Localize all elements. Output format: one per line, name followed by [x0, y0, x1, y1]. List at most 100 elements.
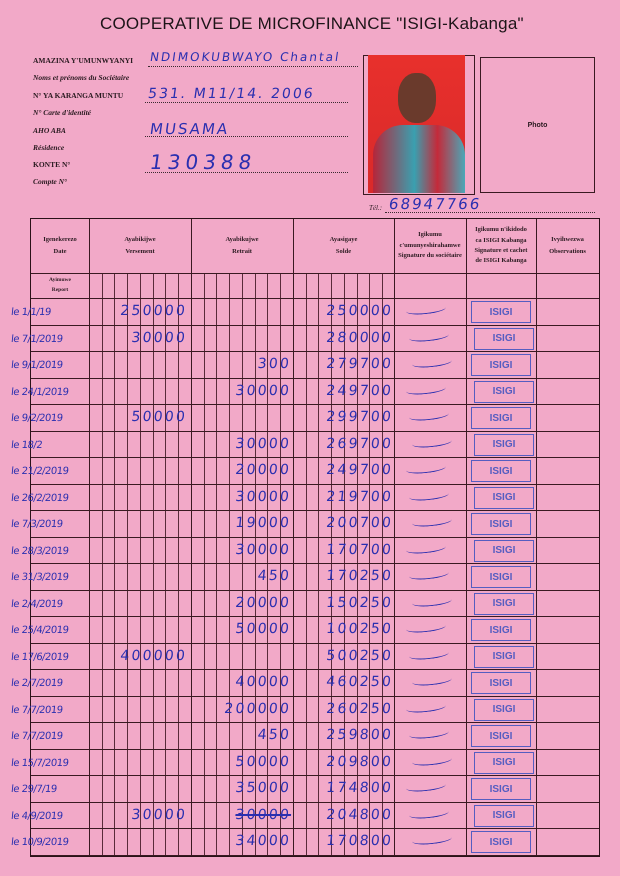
row-deposit: 400000 [119, 647, 188, 664]
row-date: le 7/3/2019 [10, 519, 64, 530]
member-signature-mark [411, 435, 453, 449]
account-value: 130388 [148, 150, 259, 174]
row-date: le 25/4/2019 [10, 625, 69, 636]
row-divider [31, 563, 599, 564]
header-member-signature: Igikumu c'umunyeshirahamwe Signature du so… [398, 231, 462, 260]
row-withdrawal: 450 [256, 727, 292, 743]
row-divider [31, 457, 599, 458]
row-deposit: 30000 [130, 329, 188, 346]
subcolumn-divider [381, 273, 383, 856]
row-divider [31, 616, 599, 617]
subcolumn-divider [318, 273, 320, 856]
member-signature-mark [405, 461, 447, 476]
header-balance: Ayasigaye Solde [329, 235, 358, 255]
row-balance: 249700 [325, 462, 394, 478]
row-withdrawal: 40000 [234, 674, 292, 690]
subcolumn-divider [114, 273, 116, 856]
row-date: le 2/7/2019 [10, 678, 64, 689]
isigi-stamp: ISIGI [474, 380, 534, 403]
transactions-table: Igenekerezo Date Ayabikijwe Versement Ayab… [10, 218, 600, 857]
row-balance: 460250 [325, 674, 394, 690]
column-divider [536, 219, 537, 856]
row-balance: 500250 [325, 647, 394, 664]
row-withdrawal: 450 [256, 568, 292, 584]
row-balance: 250000 [325, 303, 394, 319]
row-date: le 4/9/2019 [10, 810, 64, 822]
member-signature-mark [411, 355, 453, 370]
row-divider [31, 483, 599, 485]
isigi-stamp: ISIGI [471, 354, 531, 376]
row-balance: 100250 [325, 621, 394, 637]
row-withdrawal: 30000 [234, 541, 292, 558]
member-signature-mark [408, 408, 450, 423]
row-date: le 31/3/2019 [10, 572, 69, 583]
row-date: le 7/1/2019 [10, 333, 64, 345]
subcolumn-divider [343, 273, 345, 856]
member-signature-mark [408, 488, 450, 502]
isigi-stamp: ISIGI [471, 566, 531, 588]
member-signature-mark [411, 832, 453, 847]
header-date: Igenekerezo Date [43, 235, 77, 255]
isigi-stamp: ISIGI [471, 619, 531, 641]
isigi-stamp: ISIGI [474, 486, 534, 509]
subcolumn-divider [165, 273, 167, 856]
subcolumn-divider [279, 273, 281, 856]
subcolumn-divider [241, 273, 243, 856]
row-withdrawal: 50000 [234, 621, 292, 637]
row-withdrawal: 200000 [223, 700, 292, 717]
row-divider [31, 722, 599, 723]
row-divider [31, 510, 599, 511]
row-divider [31, 828, 599, 829]
member-signature-mark [411, 514, 453, 529]
subcolumn-divider [369, 273, 371, 856]
subcolumn-divider [203, 273, 205, 856]
row-balance: 280000 [325, 329, 394, 346]
subcolumn-divider [216, 273, 218, 856]
isigi-stamp: ISIGI [474, 698, 534, 721]
id-label: N° YA KARANGA MUNTU [33, 91, 124, 100]
header-isigi-signature: Igikumu n'ikidodo ca ISIGI Kabanga Signatu… [474, 226, 528, 265]
row-withdrawal: 20000 [234, 594, 292, 611]
member-signature-mark [405, 382, 447, 396]
row-balance: 170250 [325, 568, 394, 584]
isigi-stamp: ISIGI [474, 592, 534, 615]
isigi-stamp: ISIGI [474, 433, 534, 456]
row-divider [31, 748, 599, 750]
row-date: le 18/2 [10, 439, 43, 451]
row-divider [31, 642, 599, 644]
row-date: le 10/9/2019 [10, 837, 69, 848]
row-divider [31, 801, 599, 803]
row-divider [31, 404, 599, 405]
row-balance: 150250 [325, 594, 394, 611]
name-label: AMAZINA Y'UMUNWYANYI [33, 56, 134, 65]
member-signature-mark [405, 779, 447, 794]
isigi-stamp: ISIGI [471, 831, 531, 853]
row-balance: 260250 [325, 700, 394, 717]
id-label-fr: N° Carte d'identité [33, 108, 91, 117]
row-withdrawal: 30000 [234, 806, 292, 823]
account-label-fr: Compte N° [33, 177, 68, 186]
row-date: le 1/1/19 [10, 307, 52, 318]
row-deposit: 30000 [130, 806, 188, 823]
header-divider [31, 273, 599, 274]
header-observations: Ivyihwezwa Observations [549, 235, 586, 255]
row-balance: 219700 [325, 488, 394, 505]
subcolumn-divider [267, 273, 269, 856]
member-signature-mark [405, 700, 447, 714]
row-date: le 9/2/2019 [10, 413, 64, 424]
isigi-stamp: ISIGI [474, 539, 534, 562]
account-label: KONTE N° [33, 160, 71, 169]
subcolumn-divider [127, 273, 129, 856]
row-date: le 15/7/2019 [10, 757, 69, 769]
subcolumn-divider [254, 273, 256, 856]
isigi-stamp: ISIGI [471, 778, 531, 800]
member-signature-mark [405, 541, 447, 555]
row-divider [31, 377, 599, 379]
row-divider [31, 669, 599, 670]
isigi-stamp: ISIGI [474, 751, 534, 774]
row-divider [31, 775, 599, 776]
name-value: NDIMOKUBWAYO Chantal [149, 50, 342, 64]
row-withdrawal: 19000 [234, 515, 292, 531]
row-balance: 249700 [325, 382, 394, 399]
report-divider [31, 298, 599, 299]
